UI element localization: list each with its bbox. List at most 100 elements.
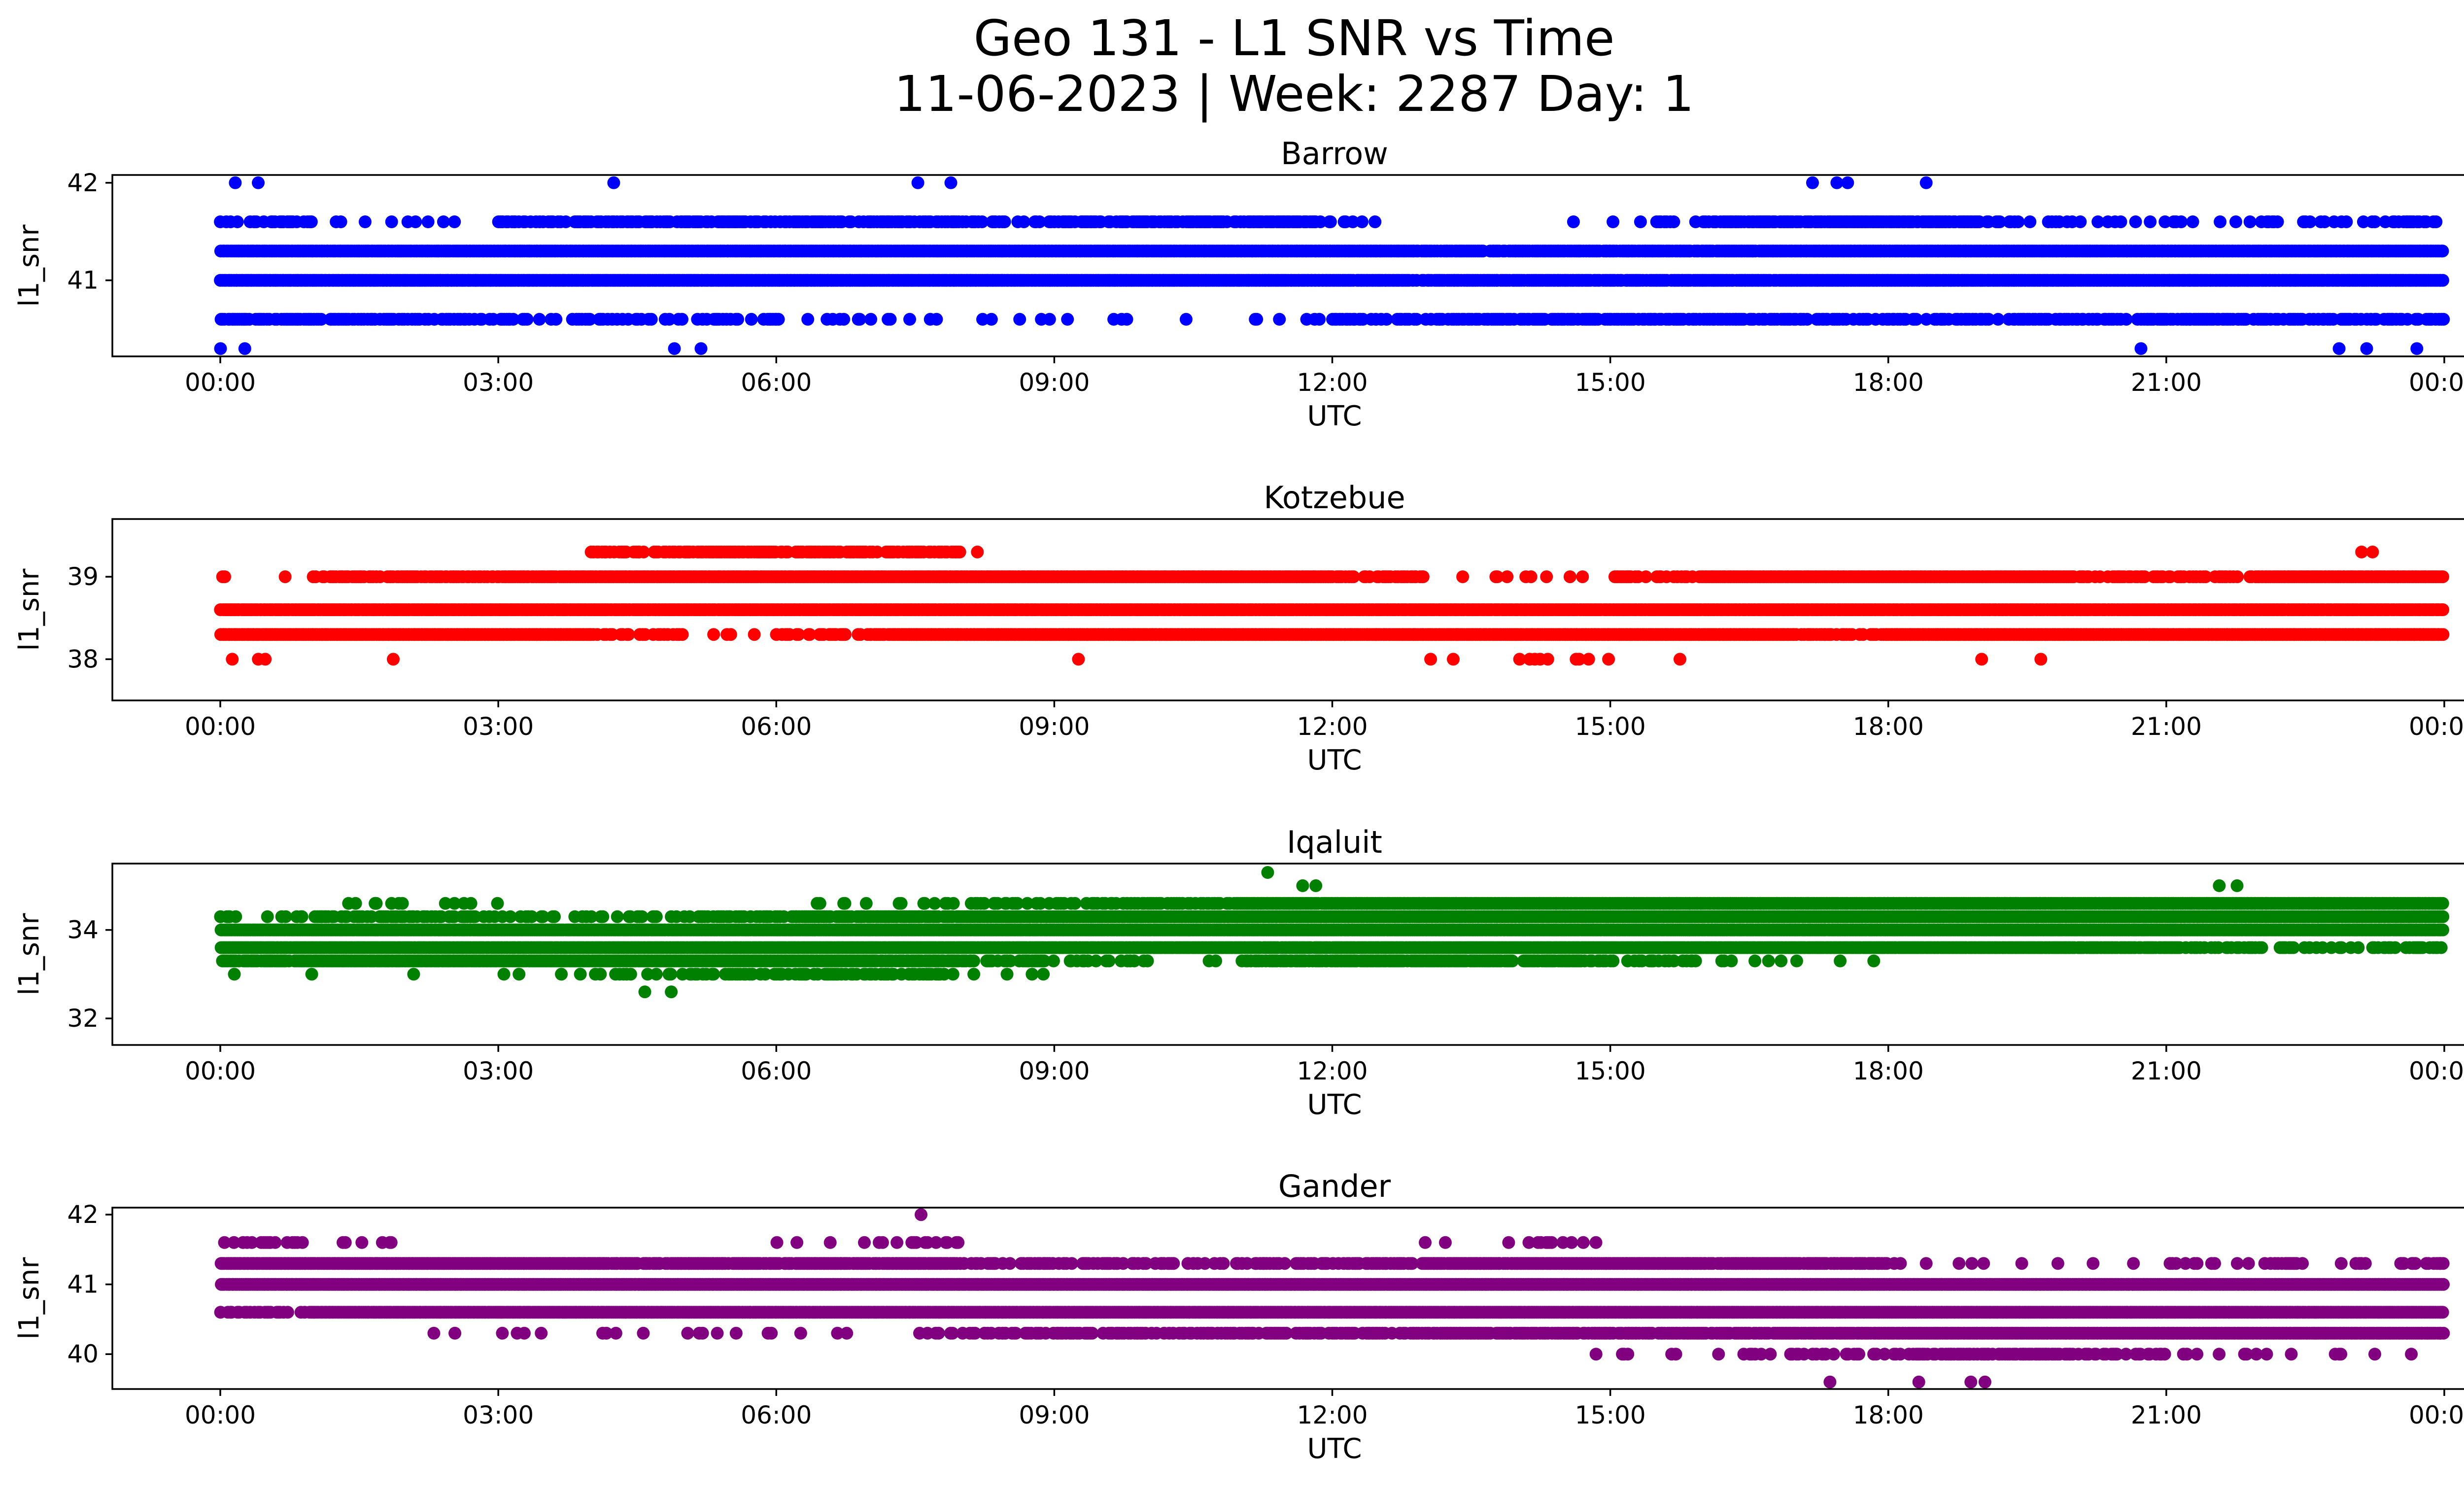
data-point — [944, 176, 958, 189]
x-tick-label: 15:00 — [1575, 368, 1646, 397]
data-point — [853, 313, 866, 326]
data-point — [1919, 176, 1933, 189]
data-point — [1982, 313, 1995, 326]
data-point — [2186, 215, 2199, 228]
data-point — [385, 215, 398, 228]
data-point — [1355, 215, 1369, 228]
data-point — [305, 215, 318, 228]
data-point — [1313, 313, 1326, 326]
data-point — [1806, 176, 1819, 189]
x-tick-label: 12:00 — [1297, 368, 1368, 397]
data-point — [2074, 215, 2087, 228]
x-tick-label: 00:00 — [185, 368, 256, 397]
data-point — [2243, 215, 2257, 228]
data-point — [507, 313, 520, 326]
data-point — [1120, 313, 1133, 326]
data-point — [676, 628, 689, 641]
data-point — [2144, 215, 2157, 228]
data-point — [976, 313, 989, 326]
data-point — [837, 313, 851, 326]
data-point — [2410, 342, 2424, 355]
data-point — [1017, 215, 1030, 228]
data-point — [839, 628, 852, 641]
subplot-title: Barrow — [1281, 136, 1388, 172]
data-point — [583, 313, 596, 326]
data-point — [2340, 215, 2353, 228]
data-point — [864, 313, 878, 326]
y-tick-label: 41 — [67, 266, 99, 295]
data-point — [676, 313, 688, 326]
x-tick-label: 06:00 — [741, 368, 812, 397]
subplot-barrow: Barrow 00:00 03:00 06:00 09:00 12:00 15:00 18:0… — [13, 136, 2464, 432]
data-point — [645, 313, 658, 326]
x-tick-label: 00:00 — [2409, 368, 2464, 397]
x-tick-label: 03:00 — [463, 368, 534, 397]
data-point — [1582, 653, 1595, 666]
x-tick-label: 09:00 — [1019, 368, 1090, 397]
data-point — [694, 342, 708, 355]
y-axis-label: l1_snr — [13, 224, 45, 307]
subplot-grid: Barrow 00:00 03:00 06:00 09:00 12:00 15:00 18:0… — [13, 136, 2464, 1465]
data-point — [668, 342, 681, 355]
data-points — [214, 176, 2450, 355]
data-point — [2214, 215, 2227, 228]
data-point — [421, 215, 435, 228]
data-point — [1447, 653, 1460, 666]
data-point — [334, 215, 347, 228]
data-point — [1841, 176, 1854, 189]
data-point — [2114, 215, 2127, 228]
data-point — [2034, 653, 2048, 666]
data-point — [607, 176, 620, 189]
data-point — [2012, 215, 2025, 228]
data-point — [2129, 215, 2142, 228]
data-point — [2023, 215, 2037, 228]
data-point — [2360, 342, 2373, 355]
data-point — [1674, 653, 1686, 666]
data-point — [387, 653, 400, 666]
data-point — [1250, 313, 1264, 326]
data-point — [252, 176, 265, 189]
data-point — [229, 176, 242, 189]
data-point — [724, 628, 737, 641]
data-point — [214, 342, 227, 355]
data-point — [930, 313, 943, 326]
data-point — [1667, 215, 1680, 228]
data-point — [884, 313, 897, 326]
data-point — [1910, 313, 1923, 326]
data-point — [437, 215, 450, 228]
data-point — [1424, 653, 1437, 666]
figure-title-line2: 11-06-2023 | Week: 2287 Day: 1 — [894, 65, 1694, 123]
data-point — [448, 215, 461, 228]
x-tick-label: 18:00 — [1853, 368, 1924, 397]
data-point — [549, 313, 563, 326]
data-point — [745, 313, 758, 326]
data-point — [2271, 215, 2284, 228]
x-axis-label: UTC — [1307, 400, 1362, 432]
data-point — [1975, 653, 1988, 666]
x-tick-label: 21:00 — [2131, 368, 2202, 397]
data-point — [772, 313, 785, 326]
data-point — [801, 313, 815, 326]
data-point — [2437, 313, 2450, 326]
data-point — [1410, 313, 1423, 326]
data-point — [1991, 313, 2005, 326]
data-point — [1541, 653, 1554, 666]
data-point — [2436, 244, 2449, 258]
data-point — [1043, 313, 1056, 326]
data-point — [2229, 215, 2242, 228]
data-point — [663, 313, 676, 326]
data-point — [998, 215, 1011, 228]
data-point — [2120, 313, 2133, 326]
data-point — [2436, 628, 2450, 641]
data-point — [226, 653, 239, 666]
data-point — [748, 628, 761, 641]
data-point — [2134, 342, 2148, 355]
data-point — [985, 313, 998, 326]
data-point — [520, 313, 534, 326]
data-point — [1324, 215, 1337, 228]
data-point — [2430, 215, 2443, 228]
data-point — [1369, 215, 1382, 228]
data-point — [259, 653, 272, 666]
data-point — [1380, 313, 1393, 326]
data-point — [1179, 313, 1193, 326]
